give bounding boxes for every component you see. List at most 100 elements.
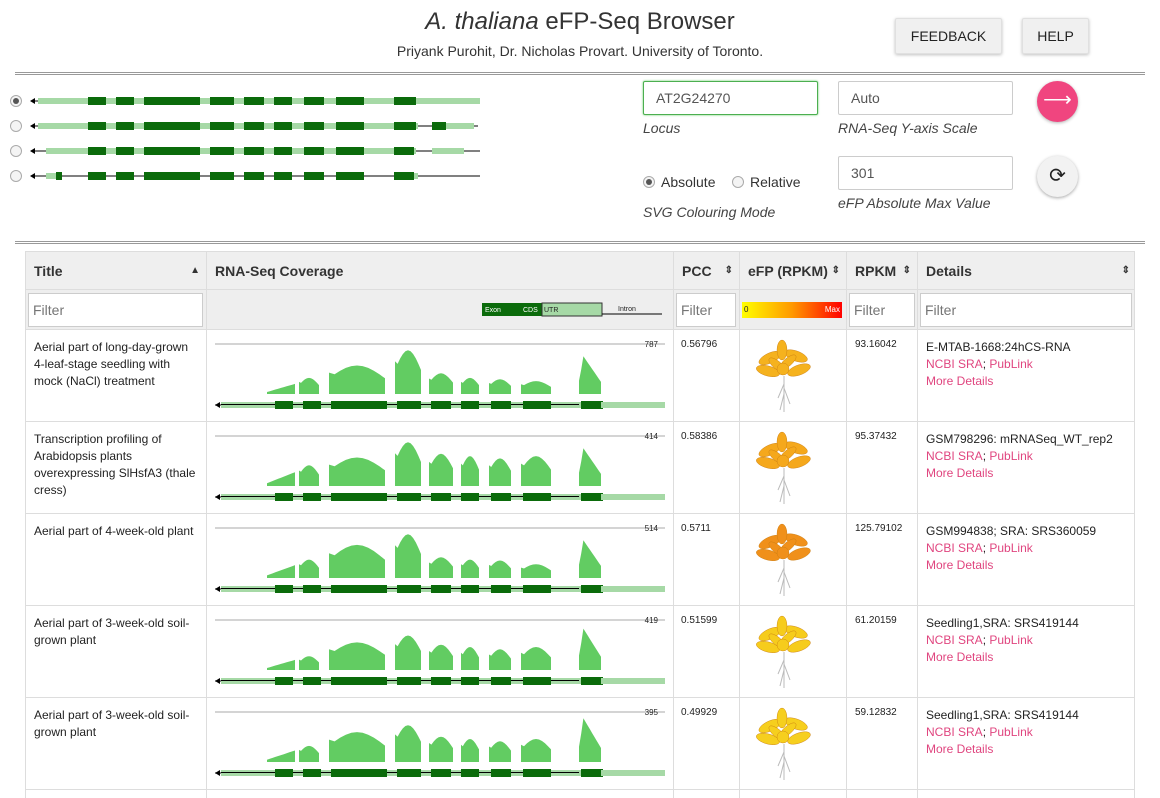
col-pcc-label: PCC <box>682 263 712 279</box>
more-details-link[interactable]: More Details <box>926 374 994 388</box>
gene-legend: Exon CDS UTR Intron <box>482 302 662 317</box>
plant-efp-image[interactable] <box>750 430 816 506</box>
col-title-label: Title <box>34 263 63 279</box>
coverage-plot <box>215 711 665 777</box>
ncbi-sra-link[interactable]: NCBI SRA <box>926 725 983 739</box>
col-efp-header[interactable]: eFP (RPKM) ⇕ <box>740 252 847 290</box>
details-filter-input[interactable] <box>920 293 1132 327</box>
row-detail: E-MTAB-1668:24hCS-RNA <box>926 340 1071 354</box>
col-efp-label: eFP (RPKM) <box>748 263 828 279</box>
ncbi-sra-link[interactable]: NCBI SRA <box>926 449 983 463</box>
row-detail: Seedling1,SRA: SRS419144 <box>926 616 1079 630</box>
results-table: Title▲▼ RNA-Seq Coverage PCC ⇕ eFP (RPKM)… <box>25 251 1135 798</box>
plant-efp-image[interactable] <box>750 522 816 598</box>
link-separator: ; <box>982 357 987 371</box>
isoform-radio[interactable] <box>10 120 22 132</box>
more-details-link[interactable]: More Details <box>926 742 994 756</box>
plant-efp-image[interactable] <box>750 706 816 782</box>
mode-relative-option[interactable]: Relative <box>732 174 801 190</box>
row-title: Transcription profiling of Arabidopsis p… <box>26 422 207 514</box>
efp-max-input[interactable] <box>838 156 1013 190</box>
feedback-button[interactable]: FEEDBACK <box>895 18 1002 54</box>
row-detail: Seedling1,SRA: SRS419144 <box>926 708 1079 722</box>
col-rpkm-label: RPKM <box>855 263 897 279</box>
gene-model <box>30 122 478 130</box>
coverage-plot <box>215 527 665 593</box>
publink-link[interactable]: PubLink <box>989 633 1033 647</box>
sort-icon[interactable]: ⇕ <box>902 265 911 276</box>
publink-link[interactable]: PubLink <box>989 449 1033 463</box>
col-pcc-header[interactable]: PCC ⇕ <box>674 252 740 290</box>
coverage-plot <box>215 619 665 685</box>
details-cell: GSM994838; SRA: SRS360059 NCBI SRA; PubL… <box>918 514 1136 606</box>
reset-button[interactable]: ⟳ <box>1037 156 1078 197</box>
submit-button[interactable]: ⟶ <box>1037 81 1078 122</box>
efp-cell <box>740 422 847 514</box>
details-cell: GSM798296: mRNASeq_WT_rep2 NCBI SRA; Pub… <box>918 422 1136 514</box>
gene-model <box>30 172 480 180</box>
coverage-plot <box>215 435 665 501</box>
isoform-option[interactable] <box>8 117 488 135</box>
col-coverage-label: RNA-Seq Coverage <box>215 263 344 279</box>
isoform-radio[interactable] <box>10 170 22 182</box>
yaxis-scale-label: RNA-Seq Y-axis Scale <box>838 120 978 136</box>
ncbi-sra-link[interactable]: NCBI SRA <box>926 541 983 555</box>
ncbi-sra-link[interactable]: NCBI SRA <box>926 357 983 371</box>
link-separator: ; <box>982 449 987 463</box>
efp-color-scale: 0 Max <box>742 302 842 318</box>
row-detail: GSM994838; SRA: SRS360059 <box>926 524 1097 538</box>
coverage-peak: 787 <box>644 340 658 349</box>
efp-max-label: eFP Absolute Max Value <box>838 195 991 211</box>
more-details-link[interactable]: More Details <box>926 650 994 664</box>
table-row: Aerial part of 3-week-old soil-grown pla… <box>26 606 1134 698</box>
filter-row: Exon CDS UTR Intron 0 Max <box>26 290 1134 330</box>
row-pcc: 0.49929 <box>674 698 740 790</box>
isoform-radio[interactable] <box>10 95 22 107</box>
row-rpkm: 125.79102 <box>847 514 918 606</box>
sort-icon[interactable]: ⇕ <box>1121 265 1130 276</box>
more-details-link[interactable]: More Details <box>926 558 994 572</box>
col-rpkm-header[interactable]: RPKM ⇕ <box>847 252 918 290</box>
efp-cell <box>740 606 847 698</box>
row-detail: GSM798296: mRNASeq_WT_rep2 <box>926 432 1113 446</box>
row-pcc: 0.58386 <box>674 422 740 514</box>
divider <box>15 72 1145 75</box>
legend-intron: Intron <box>618 306 636 313</box>
scale-min: 0 <box>744 305 749 314</box>
mode-absolute-radio[interactable] <box>643 176 655 188</box>
isoform-option[interactable] <box>8 142 488 160</box>
title-filter-input[interactable] <box>28 293 203 327</box>
rpkm-filter-input[interactable] <box>849 293 915 327</box>
isoform-option[interactable] <box>8 167 488 185</box>
mode-relative-radio[interactable] <box>732 176 744 188</box>
publink-link[interactable]: PubLink <box>989 357 1033 371</box>
link-separator: ; <box>982 541 987 555</box>
mode-absolute-option[interactable]: Absolute <box>643 174 715 190</box>
page-subtitle: Priyank Purohit, Dr. Nicholas Provart. U… <box>396 43 764 59</box>
table-row: Aerial part of 3-week-old soil-grown pla… <box>26 698 1134 790</box>
ncbi-sra-link[interactable]: NCBI SRA <box>926 633 983 647</box>
details-cell: Seedling1,SRA: SRS419144 NCBI SRA; PubLi… <box>918 698 1136 790</box>
pcc-filter-input[interactable] <box>676 293 736 327</box>
refresh-icon: ⟳ <box>1049 165 1066 187</box>
isoform-radio[interactable] <box>10 145 22 157</box>
sort-icon[interactable]: ⇕ <box>831 265 840 276</box>
publink-link[interactable]: PubLink <box>989 725 1033 739</box>
more-details-link[interactable]: More Details <box>926 466 994 480</box>
legend-cds: CDS <box>523 307 538 314</box>
locus-input[interactable] <box>643 81 818 115</box>
col-title-header[interactable]: Title▲▼ <box>26 252 207 314</box>
row-rpkm: 93.16042 <box>847 330 918 422</box>
locus-label: Locus <box>643 120 681 136</box>
plant-efp-image[interactable] <box>750 338 816 414</box>
sort-icon[interactable]: ⇕ <box>724 265 733 276</box>
col-details-header[interactable]: Details ⇕ <box>918 252 1136 290</box>
legend-utr: UTR <box>544 307 558 314</box>
publink-link[interactable]: PubLink <box>989 541 1033 555</box>
help-button[interactable]: HELP <box>1022 18 1089 54</box>
isoform-option[interactable] <box>8 92 488 110</box>
coverage-cell: 414 <box>207 422 674 514</box>
legend-exon: Exon <box>485 307 501 314</box>
plant-efp-image[interactable] <box>750 614 816 690</box>
yaxis-scale-input[interactable] <box>838 81 1013 115</box>
